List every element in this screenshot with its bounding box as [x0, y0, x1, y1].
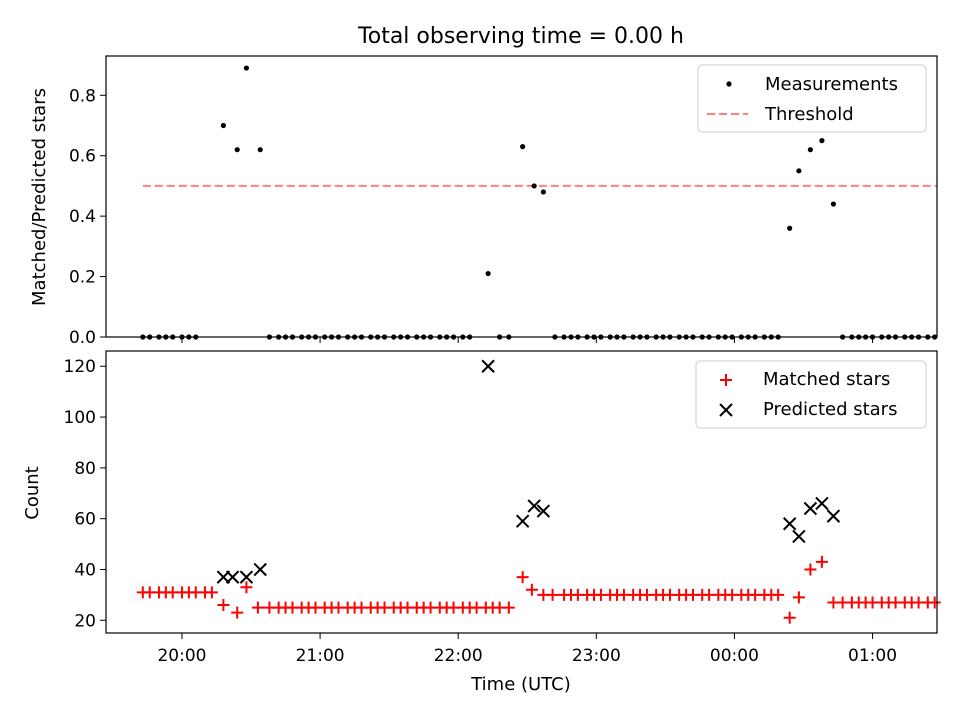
chart-title: Total observing time = 0.00 h	[357, 24, 684, 49]
predicted-stars-point	[792, 529, 806, 544]
count-legend-box	[695, 360, 927, 429]
measurement-point	[819, 138, 825, 144]
matched-stars-point	[240, 581, 253, 594]
predicted-stars-point	[239, 570, 254, 584]
measurement-point	[257, 147, 263, 153]
predicted-stars-point	[803, 501, 818, 516]
predicted-stars-point	[253, 562, 267, 577]
legend-threshold-label: Threshold	[764, 104, 854, 125]
matched-stars-point	[251, 601, 264, 614]
predicted-stars-point	[225, 570, 240, 584]
y-tick-label: 0.6	[69, 147, 96, 167]
y-tick-label: 0.4	[69, 207, 96, 227]
y-tick-label: 80	[74, 459, 96, 479]
predicted-stars-point	[527, 499, 541, 513]
x-tick-label: 01:00	[848, 646, 897, 666]
legend-measurements-label: Measurements	[765, 74, 898, 95]
count-plot-area	[136, 359, 941, 624]
matched-stars-point	[231, 606, 244, 619]
count-axes-ticks: 20 40 60 80 100 120 20:00 21:00 22:00 23:00 00:00 0…	[64, 357, 897, 666]
measurement-point	[830, 201, 837, 207]
y-tick-label: 60	[74, 510, 96, 530]
count-y-axis-label: Count	[22, 466, 43, 519]
legend-measurements-marker	[726, 81, 732, 87]
measurement-point	[520, 144, 526, 150]
x-tick-label: 22:00	[434, 646, 483, 666]
matched-stars-point	[546, 588, 559, 601]
measurement-point	[787, 225, 793, 231]
count-legend: Matched stars Predicted stars	[695, 360, 927, 429]
y-tick-label: 0.2	[69, 268, 96, 288]
measurement-point	[796, 168, 802, 174]
predicted-stars-point	[782, 517, 797, 531]
ratio-axes-ticks: 0.0 0.2 0.4 0.6 0.8	[69, 86, 874, 348]
legend-matched-label: Matched stars	[763, 369, 890, 390]
count-panel: Count Time (UTC) 20 40 60 80 100 120 20:00 21:0…	[22, 350, 941, 695]
measurement-point	[234, 147, 240, 153]
measurement-point	[807, 147, 813, 153]
x-tick-label: 20:00	[157, 646, 206, 666]
legend-predicted-label: Predicted stars	[763, 399, 897, 420]
count-axes-frame	[105, 350, 938, 634]
measurement-point	[485, 270, 491, 277]
legend-predicted-marker	[719, 403, 733, 417]
matched-stars-point	[772, 588, 785, 601]
predicted-stars-point	[826, 509, 841, 523]
y-tick-label: 40	[74, 560, 96, 580]
matched-stars-point	[525, 583, 538, 596]
predicted-stars-point	[536, 504, 551, 518]
y-tick-label: 0.0	[69, 328, 96, 348]
matched-stars-point	[516, 571, 529, 584]
legend-matched-marker	[720, 374, 732, 386]
ratio-plot-area	[140, 65, 938, 340]
ratio-panel: Total observing time = 0.00 h Matched/Pr…	[29, 24, 938, 348]
ratio-legend-box	[697, 64, 927, 133]
measurement-point	[243, 65, 250, 71]
matched-stars-point	[783, 611, 796, 624]
x-axis-label: Time (UTC)	[470, 674, 571, 695]
measurement-point	[540, 189, 546, 195]
matched-stars-point	[804, 563, 817, 576]
measurement-point	[531, 183, 537, 189]
matched-stars-point	[205, 586, 218, 599]
predicted-stars-point	[815, 496, 829, 511]
matched-stars-point	[217, 599, 230, 612]
matched-stars-point	[815, 555, 828, 568]
y-tick-label: 100	[64, 408, 96, 428]
y-tick-label: 20	[74, 611, 96, 631]
y-tick-label: 0.8	[69, 86, 96, 106]
matched-stars-point	[502, 601, 515, 614]
predicted-stars-point	[515, 514, 530, 528]
matched-stars-point	[792, 591, 805, 604]
predicted-stars-point	[481, 359, 495, 373]
matched-stars-point	[928, 596, 941, 609]
x-tick-label: 00:00	[710, 646, 759, 666]
ratio-y-axis-label: Matched/Predicted stars	[29, 88, 50, 306]
y-tick-label: 120	[64, 357, 96, 377]
ratio-axes-frame	[105, 55, 938, 338]
ratio-legend: Measurements Threshold	[697, 64, 927, 133]
measurement-point	[220, 122, 226, 129]
x-tick-label: 21:00	[296, 646, 345, 666]
x-tick-label: 23:00	[572, 646, 621, 666]
